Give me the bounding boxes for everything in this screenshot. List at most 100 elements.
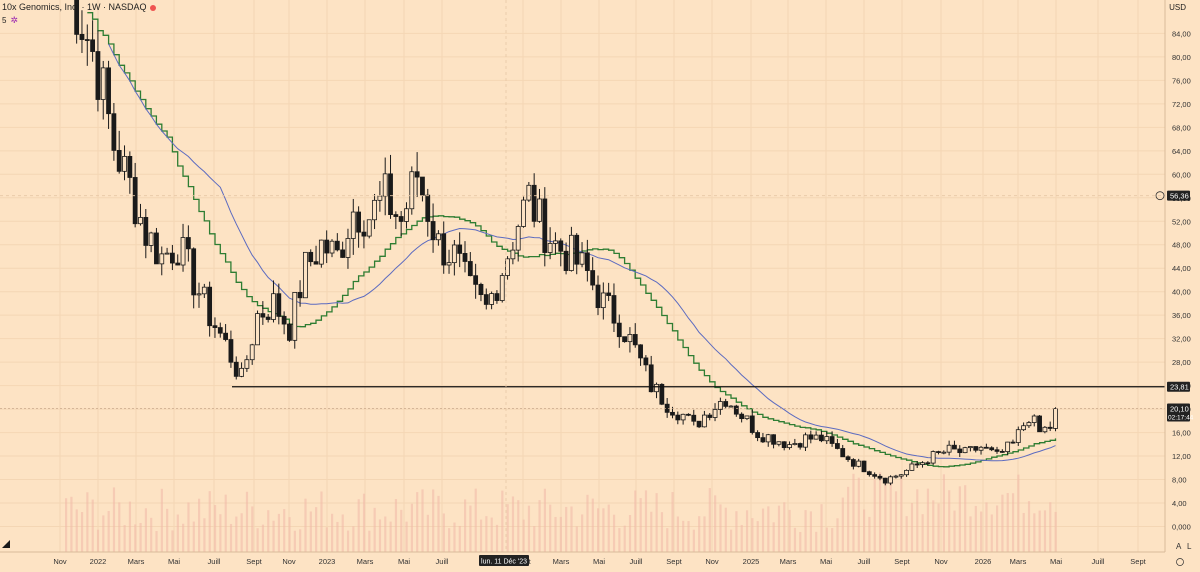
candle-bear <box>659 383 665 405</box>
volume-bar <box>1043 510 1047 552</box>
candle-bear <box>84 39 90 41</box>
symbol-title: 10x Genomics, Inc. · 1W · NASDAQ <box>2 2 147 12</box>
candle-bear <box>616 322 622 338</box>
candle-bear <box>191 248 197 296</box>
volume-bar <box>272 520 275 552</box>
volume-bar <box>118 502 121 552</box>
x-tick-label: Sept <box>246 557 262 566</box>
volume-bar <box>650 511 653 552</box>
candle-bull <box>249 344 255 361</box>
candle-bear <box>228 339 234 363</box>
candle-bear <box>850 459 856 467</box>
volume-bar <box>847 486 850 552</box>
x-tick-label: Nov <box>282 557 296 566</box>
candle-bear <box>829 436 835 444</box>
volume-bar <box>841 497 844 552</box>
x-tick-label: 2026 <box>975 557 992 566</box>
candle-bear <box>143 217 149 246</box>
x-tick-label: Juill <box>1092 557 1105 566</box>
candle-bear <box>845 456 851 460</box>
volume-bar <box>809 511 812 552</box>
volume-bar <box>719 504 722 552</box>
volume-bar <box>761 508 765 552</box>
candle-bear <box>111 113 117 151</box>
candle-bear <box>132 177 138 225</box>
candle-bull <box>201 286 207 295</box>
volume-bar <box>708 488 711 552</box>
candle-bull <box>255 313 260 346</box>
volume-bar <box>293 530 296 552</box>
volume-bar <box>517 500 520 552</box>
volume-bar <box>581 514 584 552</box>
y-tick-label: 12,00 <box>1172 452 1191 461</box>
candle-bear <box>983 446 989 449</box>
settings-icon[interactable]: ✲ <box>10 15 18 25</box>
volume-bar <box>490 517 493 552</box>
volume-bar <box>825 527 828 552</box>
volume-bar <box>565 506 568 552</box>
volume-bar <box>549 504 552 552</box>
x-tick-label: Mai <box>168 557 180 566</box>
volume-bar <box>852 473 855 552</box>
volume-bar <box>559 516 562 552</box>
candle-bear <box>388 173 393 215</box>
candle-bull <box>1026 422 1032 427</box>
candle-bull <box>350 211 356 239</box>
candle-bull <box>946 444 952 453</box>
volume-bar <box>804 510 807 552</box>
candle-bull <box>627 334 633 343</box>
volume-bar <box>442 513 445 552</box>
volume-bar <box>378 519 382 552</box>
candle-bull <box>654 383 659 393</box>
log-scale-button: L <box>1187 542 1192 551</box>
grid <box>0 0 1165 552</box>
volume-bar <box>878 472 882 552</box>
volume-bar <box>394 499 398 552</box>
volume-bar <box>421 489 424 552</box>
volume-bar <box>1001 494 1004 552</box>
y-tick-label: 44,00 <box>1172 264 1191 273</box>
candle-bull <box>856 460 862 467</box>
candle-bull <box>435 233 441 241</box>
candle-bull <box>904 469 909 476</box>
candle-bull <box>302 251 308 299</box>
volume-bar <box>171 530 174 552</box>
volume-bar <box>793 527 797 552</box>
volume-bar <box>980 511 983 552</box>
volume-bar <box>267 510 270 552</box>
volume-bar <box>182 523 185 552</box>
volume-bars <box>65 472 1057 552</box>
volume-bar <box>703 516 706 552</box>
x-tick-label: 2025 <box>743 557 760 566</box>
candle-bull <box>813 434 819 440</box>
candle-bear <box>622 336 627 343</box>
volume-bar <box>735 511 738 552</box>
tradingview-logo-icon <box>2 540 10 548</box>
candle-bull <box>100 67 106 100</box>
indicator-label: 5 <box>2 16 7 25</box>
candle-bear <box>340 249 346 258</box>
volume-bar <box>868 516 871 552</box>
symbol-header[interactable]: 10x Genomics, Inc. · 1W · NASDAQ <box>2 2 156 12</box>
volume-bar <box>745 510 749 552</box>
y-tick-label: 28,00 <box>1172 358 1191 367</box>
price-label-box <box>1167 403 1190 422</box>
volume-bar <box>102 515 105 552</box>
candle-bear <box>707 414 713 418</box>
candle-bull <box>787 444 792 449</box>
x-tick-label: Juill <box>858 557 871 566</box>
candle-bull <box>728 405 734 408</box>
volume-bar <box>261 524 265 552</box>
candle-bear <box>334 240 340 251</box>
candle-bear <box>771 434 776 445</box>
x-tick-label: Mars <box>780 557 797 566</box>
volume-bar <box>416 492 419 552</box>
candle-bull <box>159 253 165 265</box>
candle-bull <box>404 208 409 222</box>
candle-bull <box>792 443 798 446</box>
candle-bull <box>382 173 388 197</box>
volume-bar <box>671 492 674 552</box>
